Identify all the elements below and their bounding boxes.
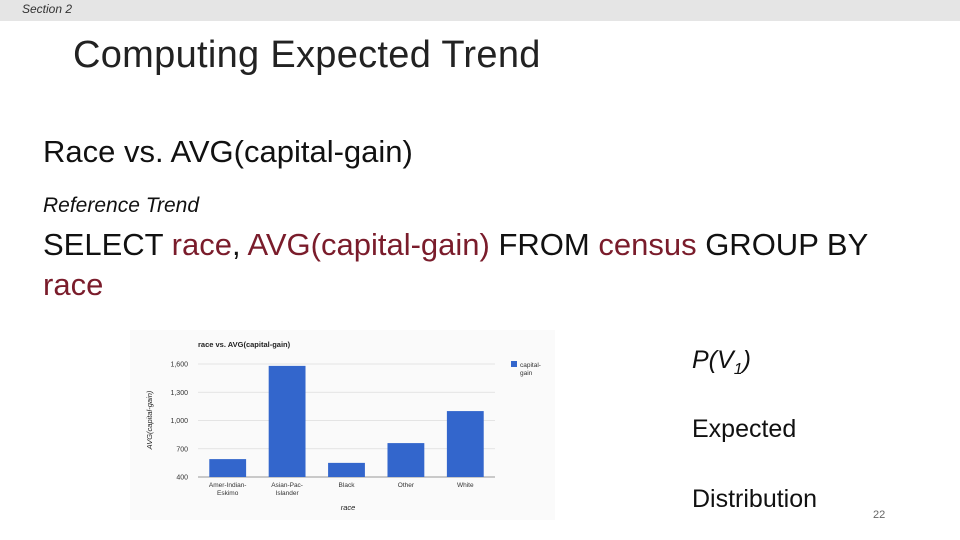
chart-legend: capital-gain [511, 361, 541, 377]
p-v1-label: P(V1) [692, 346, 751, 379]
chart-x-tick-label: Asian-Pac- [271, 482, 303, 489]
chart-gridlines [198, 363, 495, 478]
chart-x-tick-label: Islander [276, 490, 300, 497]
bar-chart-container: race vs. AVG(capital-gain) 400 700 1,000 1,… [130, 330, 555, 520]
chart-x-tick-label: Other [398, 482, 415, 489]
chart-x-tick-label: Amer-Indian- [209, 482, 247, 489]
chart-y-tick-label: 1,000 [170, 418, 188, 425]
chart-y-tick-label: 1,300 [170, 390, 188, 397]
sql-table: census [598, 227, 697, 262]
sql-aggregate: AVG(capital-gain) [247, 227, 490, 262]
chart-y-tick-label: 400 [176, 475, 188, 482]
section-header-bar: Section 2 [0, 0, 960, 21]
chart-bars [209, 365, 484, 477]
p-v1-subscript: 1 [733, 361, 743, 378]
chart-legend-label: gain [520, 370, 533, 377]
sql-query: SELECT race, AVG(capital-gain) FROM cens… [43, 225, 923, 305]
sql-from-keyword: FROM [489, 227, 599, 262]
page-number: 22 [873, 509, 886, 521]
bar-chart: race vs. AVG(capital-gain) 400 700 1,000 1,… [145, 340, 541, 512]
chart-legend-swatch [511, 361, 517, 367]
chart-bar [328, 462, 365, 477]
chart-legend-label: capital- [520, 362, 541, 369]
chart-x-tick-label: White [457, 482, 474, 489]
chart-x-tick-label: Black [339, 482, 356, 489]
chart-title: race vs. AVG(capital-gain) [198, 340, 291, 349]
expected-label: Expected [692, 415, 797, 443]
reference-trend-label: Reference Trend [43, 194, 200, 217]
chart-x-axis-label: race [341, 503, 356, 512]
sql-select-column: race [171, 227, 232, 262]
chart-x-tick-label: Eskimo [217, 490, 239, 497]
sql-groupby-column: race [43, 267, 104, 302]
chart-bar [387, 443, 425, 477]
chart-y-tick-label: 1,600 [170, 362, 188, 369]
slide-subtitle: Race vs. AVG(capital-gain) [43, 134, 413, 169]
chart-x-ticks: Amer-Indian-Eskimo Asian-Pac-Islander Blac… [209, 482, 474, 497]
chart-bar [268, 365, 306, 477]
slide-title: Computing Expected Trend [73, 34, 541, 76]
p-v1-close: ) [742, 346, 751, 374]
p-v1-main: P(V [692, 346, 734, 374]
distribution-label: Distribution [692, 485, 818, 513]
chart-y-ticks: 400 700 1,000 1,300 1,600 [170, 362, 188, 482]
section-label: Section 2 [22, 2, 73, 16]
chart-y-tick-label: 700 [176, 446, 188, 453]
chart-bar [209, 459, 247, 477]
chart-y-axis-label: AVG(capital-gain) [145, 390, 154, 450]
sql-select-keyword: SELECT [43, 227, 172, 262]
sql-groupby-keyword: GROUP BY [696, 227, 868, 262]
sql-comma: , [231, 227, 248, 262]
chart-bar [446, 411, 484, 477]
